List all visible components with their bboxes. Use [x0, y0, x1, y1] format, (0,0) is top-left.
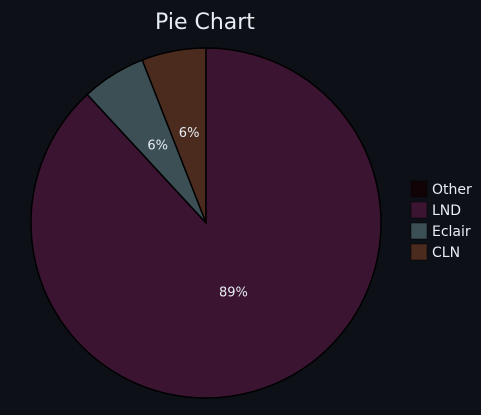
slice-label-cln: 6%	[179, 126, 200, 141]
legend: Other LND Eclair CLN	[410, 180, 472, 261]
legend-swatch-lnd	[410, 201, 428, 219]
pie-slice-lnd	[30, 47, 382, 399]
slice-label-lnd: 89%	[219, 286, 248, 301]
legend-item-other[interactable]: Other	[410, 180, 472, 198]
chart-title: Pie Chart	[155, 10, 255, 35]
slices-layer	[30, 47, 382, 399]
legend-item-eclair[interactable]: Eclair	[410, 222, 471, 240]
legend-item-cln[interactable]: CLN	[410, 243, 460, 261]
legend-swatch-eclair	[410, 222, 428, 240]
slice-labels-layer: 6% 6% 89%	[147, 126, 248, 300]
slice-label-eclair: 6%	[147, 138, 168, 153]
legend-label-lnd: LND	[432, 203, 461, 219]
legend-label-eclair: Eclair	[432, 224, 471, 240]
legend-swatch-other	[410, 180, 428, 198]
legend-label-cln: CLN	[432, 245, 460, 261]
legend-item-lnd[interactable]: LND	[410, 201, 461, 219]
legend-label-other: Other	[432, 182, 472, 198]
legend-swatch-cln	[410, 243, 428, 261]
